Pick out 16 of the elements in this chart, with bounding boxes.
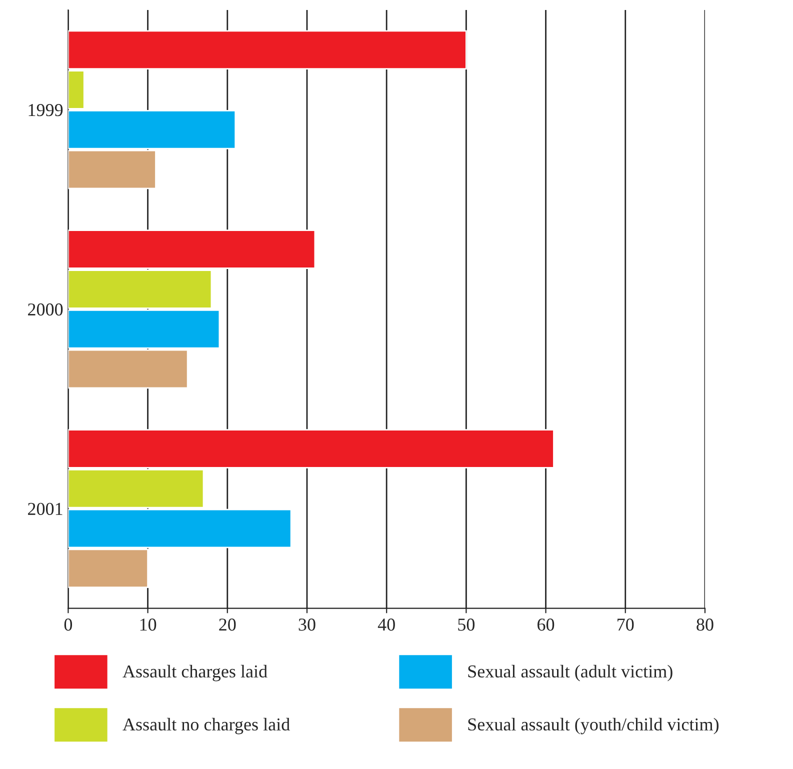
legend-label: Sexual assault (adult victim) [468,664,672,682]
x-tick-label: 60 [538,618,554,631]
y-tick-label: 2000 [28,303,63,316]
x-tick-label: 80 [696,618,714,631]
legend-label: Assault no charges laid [122,718,290,734]
x-tick-label: 70 [618,618,634,631]
x-tick-label: 50 [458,618,475,631]
legend-label: Sexual assault (youth/child victim) [468,718,719,734]
x-tick-label: 0 [64,618,72,631]
x-tick-label: 30 [298,618,316,631]
y-tick-label: 2001 [28,502,62,516]
x-tick-label: 10 [140,618,156,631]
y-tick-label: 1999 [28,104,63,116]
x-tick-label: 40 [378,618,395,631]
legend-label: Assault charges laid [122,664,268,682]
x-tick-label: 20 [219,618,236,631]
